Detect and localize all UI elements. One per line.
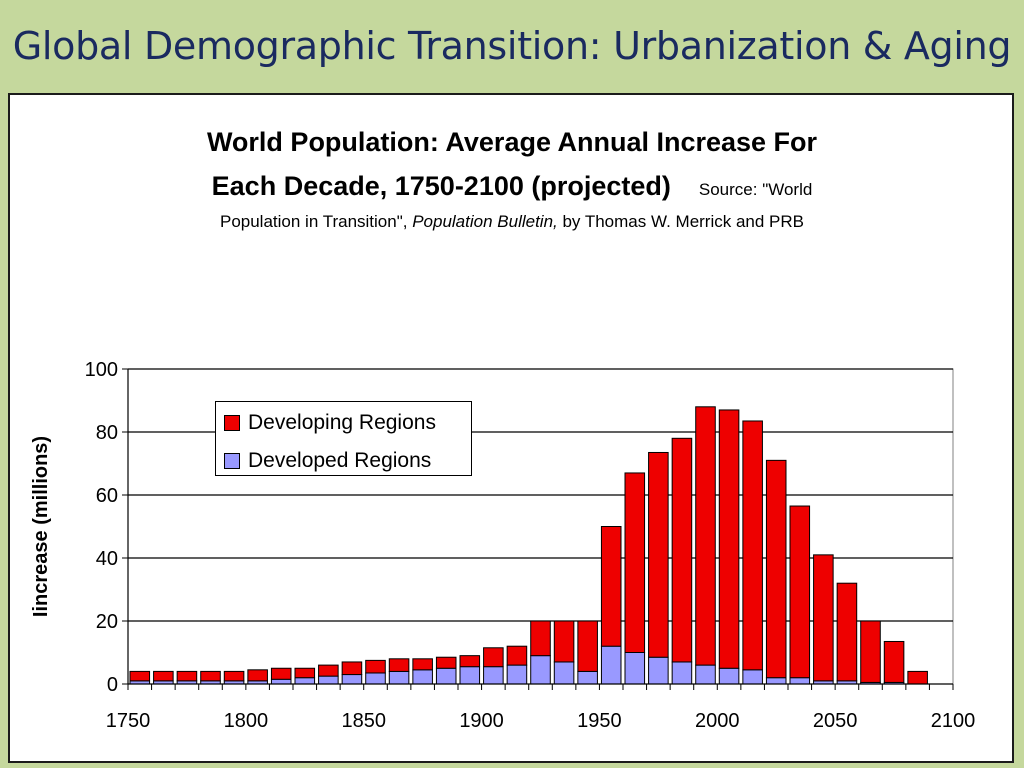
- bar-developed: [412, 669, 433, 685]
- bar-developing: [600, 526, 622, 647]
- slide-title: Global Demographic Transition: Urbanizat…: [12, 24, 1012, 68]
- bar-developing: [860, 620, 881, 683]
- bar-developing: [459, 655, 481, 668]
- bar-developed: [577, 670, 598, 685]
- bar-developing: [153, 670, 174, 682]
- bar-developed: [718, 667, 740, 685]
- chart-title: World Population: Average Annual Increas…: [0, 120, 1024, 212]
- bar-developing: [247, 669, 268, 682]
- subtitle-part1: Population in Transition",: [219, 212, 413, 231]
- x-tick-label: 2050: [813, 710, 858, 732]
- chart-subtitle: Population in Transition", Population Bu…: [0, 212, 1024, 232]
- chart-source-prefix: Source: "World: [698, 180, 813, 199]
- bar-developing: [883, 640, 905, 683]
- legend-label-developed: Developed Regions: [248, 449, 432, 472]
- y-tick-label: 60: [96, 485, 118, 507]
- y-tick-label: 40: [96, 548, 118, 570]
- bar-developing: [341, 661, 363, 676]
- bar-developing: [176, 670, 198, 682]
- bar-developing: [813, 554, 834, 682]
- bar-developing: [388, 658, 410, 672]
- y-tick-label: 100: [85, 359, 118, 381]
- bar-developing: [624, 472, 646, 654]
- legend-swatch-developed: [224, 453, 240, 469]
- x-tick-label: 1750: [106, 710, 151, 732]
- bar-developing: [742, 420, 763, 671]
- legend-item-developed: Developed Regions: [224, 449, 431, 473]
- bar-developed: [671, 661, 693, 685]
- bar-developed: [459, 666, 481, 685]
- bar-developing: [435, 656, 457, 669]
- bar-developed: [506, 664, 528, 685]
- x-tick-label: 1850: [341, 710, 386, 732]
- chart-title-line2-text: Each Decade, 1750-2100 (projected): [211, 171, 671, 201]
- bar-developed: [600, 645, 622, 685]
- x-tick-label: 1950: [577, 710, 622, 732]
- bar-developing: [765, 459, 787, 679]
- bar-developing: [577, 620, 598, 672]
- legend-item-developing: Developing Regions: [224, 411, 436, 435]
- bar-developing: [270, 667, 292, 680]
- bar-developing: [836, 582, 858, 682]
- chart-title-line1: World Population: Average Annual Increas…: [206, 127, 818, 157]
- bar-developed: [789, 677, 811, 685]
- chart-title-line2: Each Decade, 1750-2100 (projected) Source…: [0, 164, 1024, 212]
- bar-developed: [270, 678, 292, 685]
- chart-legend: Developing Regions Developed Regions: [215, 401, 472, 476]
- subtitle-italic: Population Bulletin,: [412, 212, 558, 231]
- bar-developing: [789, 505, 811, 679]
- bar-developed: [341, 674, 363, 685]
- bar-developed: [648, 656, 669, 685]
- bar-developed: [318, 675, 339, 685]
- bar-developing: [648, 451, 669, 658]
- bar-developing: [695, 406, 716, 666]
- legend-swatch-developing: [224, 415, 240, 431]
- y-tick-label: 0: [107, 674, 118, 696]
- bar-developing: [553, 620, 575, 663]
- bar-developed: [483, 666, 504, 685]
- subtitle-part2: by Thomas W. Merrick and PRB: [557, 212, 805, 231]
- bar-developing: [718, 409, 740, 669]
- bar-developing: [200, 670, 221, 682]
- bar-developing: [907, 670, 928, 685]
- y-tick-label: 20: [96, 611, 118, 633]
- bar-developed: [765, 677, 787, 685]
- bar-developing: [129, 670, 151, 682]
- bar-developed: [695, 664, 716, 685]
- bar-developing: [365, 659, 386, 674]
- bar-developed: [530, 655, 551, 685]
- legend-label-developing: Developing Regions: [248, 411, 436, 434]
- bar-developed: [435, 667, 457, 685]
- bar-developed: [624, 652, 646, 685]
- bar-developed: [742, 669, 763, 685]
- bar-developing: [223, 670, 245, 682]
- x-tick-label: 1900: [459, 710, 504, 732]
- bar-developing: [483, 647, 504, 668]
- bar-developing: [671, 437, 693, 663]
- bar-developing: [318, 664, 339, 677]
- bar-developing: [530, 620, 551, 657]
- x-tick-label: 2000: [695, 710, 740, 732]
- x-tick-label: 1800: [224, 710, 269, 732]
- bar-developing: [294, 667, 316, 679]
- bar-developing: [506, 645, 528, 666]
- bar-developing: [412, 658, 433, 671]
- bar-developed: [553, 661, 575, 685]
- y-tick-label: 80: [96, 422, 118, 444]
- x-tick-label: 2100: [931, 710, 976, 732]
- bar-developed: [294, 677, 316, 685]
- bar-developed: [388, 670, 410, 685]
- y-axis-label: Iincrease (millions): [30, 436, 52, 617]
- bar-developed: [365, 672, 386, 685]
